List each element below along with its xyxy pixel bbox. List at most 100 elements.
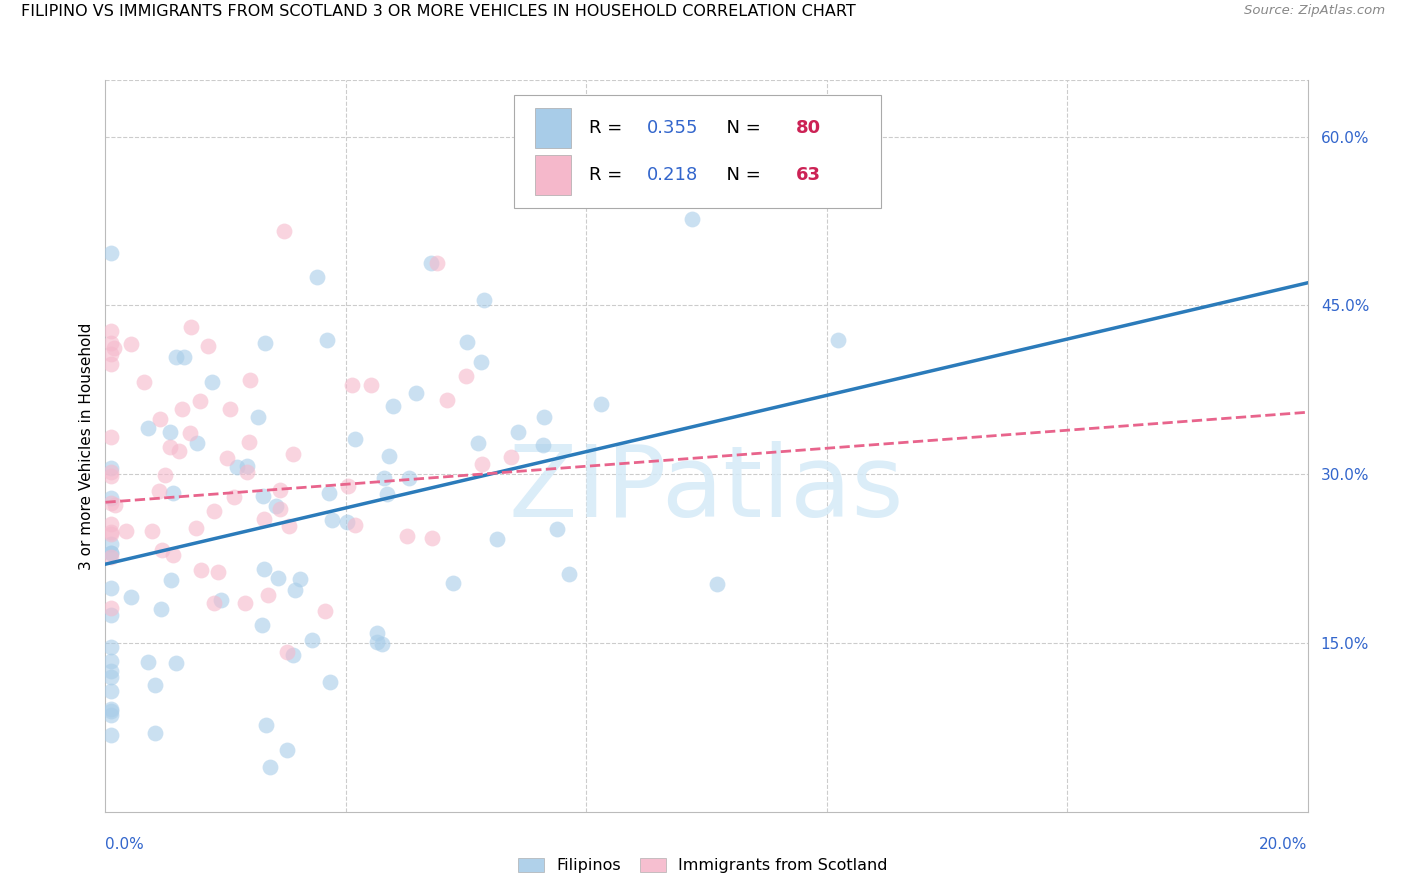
Text: R =: R = — [589, 167, 627, 185]
Point — [100, 335, 122, 350]
Point — [236, 465, 259, 479]
Text: 0.0%: 0.0% — [105, 837, 145, 852]
Point — [284, 583, 307, 598]
Point — [159, 440, 181, 454]
Point — [288, 572, 311, 586]
Text: N =: N = — [714, 167, 766, 185]
Point — [499, 450, 522, 465]
Point — [100, 468, 122, 483]
Text: 63: 63 — [796, 167, 821, 185]
Point — [259, 760, 281, 774]
Point — [360, 378, 382, 392]
Point — [100, 324, 122, 338]
Point — [100, 550, 122, 565]
Point — [318, 485, 340, 500]
FancyBboxPatch shape — [534, 108, 571, 148]
Point — [180, 319, 202, 334]
Text: 0.218: 0.218 — [647, 167, 697, 185]
Point — [100, 491, 122, 505]
Point — [100, 246, 122, 260]
Point — [706, 577, 728, 591]
Point — [276, 742, 298, 756]
Point — [103, 342, 125, 356]
Point — [316, 334, 339, 348]
Point — [276, 645, 298, 659]
Point — [321, 513, 343, 527]
Point — [100, 702, 122, 716]
Point — [827, 334, 849, 348]
Point — [281, 648, 304, 662]
Point — [281, 447, 304, 461]
Point — [252, 618, 274, 632]
Point — [165, 656, 187, 670]
Point — [377, 449, 399, 463]
Point — [441, 576, 464, 591]
Point — [337, 478, 360, 492]
FancyBboxPatch shape — [515, 95, 880, 209]
Point — [219, 401, 242, 416]
Point — [238, 435, 260, 450]
Point — [202, 596, 225, 610]
Point — [420, 531, 443, 545]
Point — [100, 465, 122, 479]
Point — [190, 563, 212, 577]
Point — [233, 596, 256, 610]
Point — [456, 334, 478, 349]
Point — [215, 451, 238, 466]
Point — [366, 635, 388, 649]
Point — [267, 571, 290, 585]
Point — [222, 490, 245, 504]
Point — [426, 256, 449, 270]
Point — [207, 565, 229, 579]
Text: 0.355: 0.355 — [647, 119, 697, 136]
Point — [253, 511, 276, 525]
Text: ZIPatlas: ZIPatlas — [509, 442, 904, 539]
Text: Source: ZipAtlas.com: Source: ZipAtlas.com — [1244, 4, 1385, 18]
Point — [100, 654, 122, 668]
Point — [167, 444, 190, 458]
Point — [100, 358, 122, 372]
Point — [269, 501, 291, 516]
Text: R =: R = — [589, 119, 627, 136]
Point — [184, 520, 207, 534]
Point — [254, 718, 277, 732]
Point — [145, 678, 167, 692]
Point — [239, 373, 262, 387]
Point — [104, 498, 127, 512]
Point — [371, 637, 394, 651]
Point — [485, 533, 508, 547]
Point — [153, 467, 176, 482]
Point — [436, 392, 458, 407]
Point — [162, 486, 184, 500]
Text: 80: 80 — [796, 119, 821, 136]
Point — [148, 483, 170, 498]
Point — [100, 664, 122, 678]
Point — [100, 704, 122, 718]
Point — [100, 684, 122, 698]
Text: N =: N = — [714, 119, 766, 136]
Point — [190, 393, 212, 408]
Point — [301, 633, 323, 648]
Point — [373, 471, 395, 485]
Point — [152, 543, 174, 558]
Point — [100, 537, 122, 551]
Point — [100, 600, 122, 615]
Text: FILIPINO VS IMMIGRANTS FROM SCOTLAND 3 OR MORE VEHICLES IN HOUSEHOLD CORRELATION: FILIPINO VS IMMIGRANTS FROM SCOTLAND 3 O… — [21, 4, 856, 20]
Point — [558, 567, 581, 582]
Point — [375, 487, 398, 501]
Point — [134, 375, 156, 389]
Point — [100, 546, 122, 560]
Point — [254, 336, 277, 351]
Point — [342, 377, 364, 392]
Point — [100, 526, 122, 541]
Point — [100, 670, 122, 684]
Point — [456, 369, 478, 384]
Point — [471, 457, 494, 471]
Point — [366, 625, 388, 640]
Point — [344, 518, 367, 533]
Legend: Filipinos, Immigrants from Scotland: Filipinos, Immigrants from Scotland — [512, 851, 894, 880]
Text: 20.0%: 20.0% — [1260, 837, 1308, 852]
Point — [170, 401, 193, 416]
Point — [162, 548, 184, 562]
Point — [467, 436, 489, 450]
